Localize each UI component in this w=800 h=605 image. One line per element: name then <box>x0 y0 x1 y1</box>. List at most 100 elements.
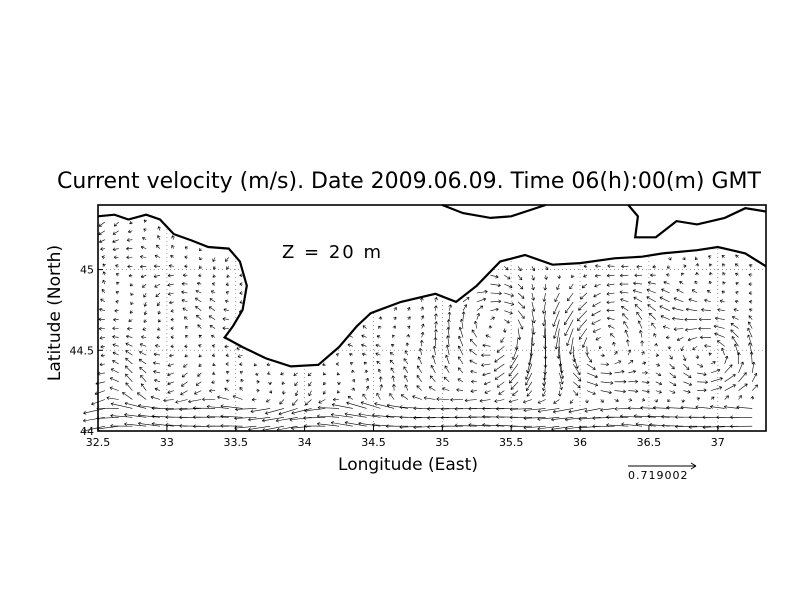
velocity-vector-504 <box>531 301 536 312</box>
velocity-vector-164 <box>179 407 202 412</box>
velocity-vector-441 <box>481 363 491 367</box>
velocity-vector-211 <box>225 353 229 358</box>
velocity-vector-106 <box>156 335 161 340</box>
velocity-vector-401 <box>447 311 452 320</box>
velocity-vector-814 <box>748 282 753 286</box>
y-tick-label-0: 44 <box>80 425 94 438</box>
velocity-vector-178 <box>196 281 202 286</box>
x-tick-label-8: 36.5 <box>637 436 662 449</box>
velocity-vector-455 <box>494 399 505 403</box>
velocity-vector-12 <box>98 317 105 322</box>
velocity-vector-493 <box>522 399 532 404</box>
velocity-vector-174 <box>196 314 202 320</box>
velocity-vector-67 <box>126 255 133 260</box>
velocity-vector-269 <box>294 381 298 387</box>
velocity-vector-32 <box>112 351 119 356</box>
velocity-vector-13 <box>99 308 105 312</box>
velocity-vector-316 <box>361 334 367 338</box>
velocity-vector-263 <box>280 371 285 376</box>
velocity-vector-419 <box>454 415 477 420</box>
velocity-vector-310 <box>365 385 370 391</box>
velocity-vector-615 <box>606 308 615 313</box>
velocity-vector-631 <box>624 329 629 338</box>
velocity-vector-429 <box>473 320 478 329</box>
velocity-vector-28 <box>109 386 119 391</box>
velocity-vector-601 <box>595 264 601 268</box>
velocity-vector-548 <box>552 408 574 414</box>
velocity-vector-727 <box>692 346 698 351</box>
velocity-vector-676 <box>650 273 656 278</box>
velocity-vector-62 <box>130 301 134 305</box>
velocity-vector-634 <box>621 306 629 311</box>
x-axis-label: Longitude (East) <box>338 455 478 475</box>
velocity-vector-674 <box>646 288 656 294</box>
velocity-vector-43 <box>113 255 119 260</box>
velocity-vector-39 <box>115 291 120 295</box>
velocity-vector-645 <box>641 380 650 385</box>
velocity-vector-460 <box>494 354 505 363</box>
velocity-vector-136 <box>167 273 174 278</box>
velocity-vector-66 <box>127 264 133 269</box>
velocity-vector-90 <box>140 264 147 269</box>
velocity-vector-789 <box>730 323 739 329</box>
velocity-vector-469 <box>504 274 511 280</box>
velocity-vector-311 <box>365 377 369 382</box>
velocity-vector-288 <box>317 405 340 410</box>
velocity-vector-738 <box>688 425 711 429</box>
velocity-vector-754 <box>708 280 713 285</box>
y-tick-label-1: 44.5 <box>70 344 95 357</box>
velocity-vector-677 <box>652 264 656 269</box>
velocity-vector-363 <box>416 385 422 391</box>
velocity-vector-9 <box>100 344 105 349</box>
velocity-vector-630 <box>625 339 630 347</box>
velocity-vector-292 <box>336 372 340 376</box>
velocity-vector-336 <box>391 375 396 382</box>
velocity-vector-23 <box>98 221 106 227</box>
velocity-vector-575 <box>578 328 588 340</box>
velocity-vector-507 <box>531 275 535 281</box>
velocity-vector-75 <box>137 392 147 400</box>
velocity-vector-556 <box>568 337 574 355</box>
velocity-vector-195 <box>208 315 216 320</box>
velocity-vector-811 <box>749 308 753 312</box>
velocity-vector-394 <box>443 376 450 383</box>
velocity-vector-551 <box>573 381 581 389</box>
velocity-vector-109 <box>157 310 161 315</box>
x-tick-label-5: 35 <box>435 436 449 449</box>
velocity-vector-728 <box>687 337 698 342</box>
velocity-vector-5 <box>95 381 105 386</box>
velocity-vector-774 <box>722 281 726 285</box>
velocity-vector-54 <box>125 365 133 374</box>
velocity-vector-218 <box>225 291 229 295</box>
velocity-vector-617 <box>606 291 615 296</box>
velocity-vector-430 <box>476 312 480 320</box>
velocity-vector-799 <box>730 415 753 420</box>
velocity-vector-105 <box>155 344 161 348</box>
velocity-vector-454 <box>482 406 505 411</box>
velocity-vector-85 <box>143 310 148 316</box>
velocity-vector-1 <box>82 417 105 423</box>
velocity-vector-649 <box>640 340 644 347</box>
velocity-vector-304 <box>347 343 353 347</box>
velocity-vector-602 <box>592 424 615 429</box>
velocity-vector-83 <box>142 327 147 331</box>
velocity-vector-64 <box>129 282 134 287</box>
velocity-vector-117 <box>157 235 161 240</box>
velocity-vector-70 <box>127 229 133 234</box>
velocity-vector-591 <box>600 353 605 358</box>
velocity-vector-44 <box>112 247 119 252</box>
velocity-vector-684 <box>669 372 676 379</box>
velocity-vector-713 <box>676 288 684 294</box>
velocity-vector-511 <box>523 408 546 413</box>
velocity-vector-345 <box>385 424 408 429</box>
velocity-vector-285 <box>322 362 326 366</box>
velocity-vector-205 <box>206 404 229 409</box>
velocity-vector-724 <box>697 372 707 377</box>
velocity-vector-526 <box>544 275 548 280</box>
velocity-vector-110 <box>156 301 161 307</box>
velocity-vector-534 <box>559 372 564 385</box>
velocity-vector-784 <box>738 361 744 374</box>
velocity-vector-50 <box>110 402 133 409</box>
velocity-vector-813 <box>748 291 753 295</box>
velocity-vector-175 <box>195 305 202 311</box>
